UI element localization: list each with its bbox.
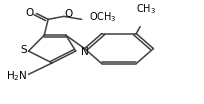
Text: OCH$_3$: OCH$_3$	[89, 11, 116, 24]
Text: S: S	[20, 45, 27, 55]
Text: O: O	[26, 8, 34, 18]
Text: H$_2$N: H$_2$N	[6, 69, 27, 83]
Text: O: O	[64, 9, 73, 19]
Text: CH$_3$: CH$_3$	[136, 2, 156, 16]
Text: N: N	[81, 47, 88, 57]
